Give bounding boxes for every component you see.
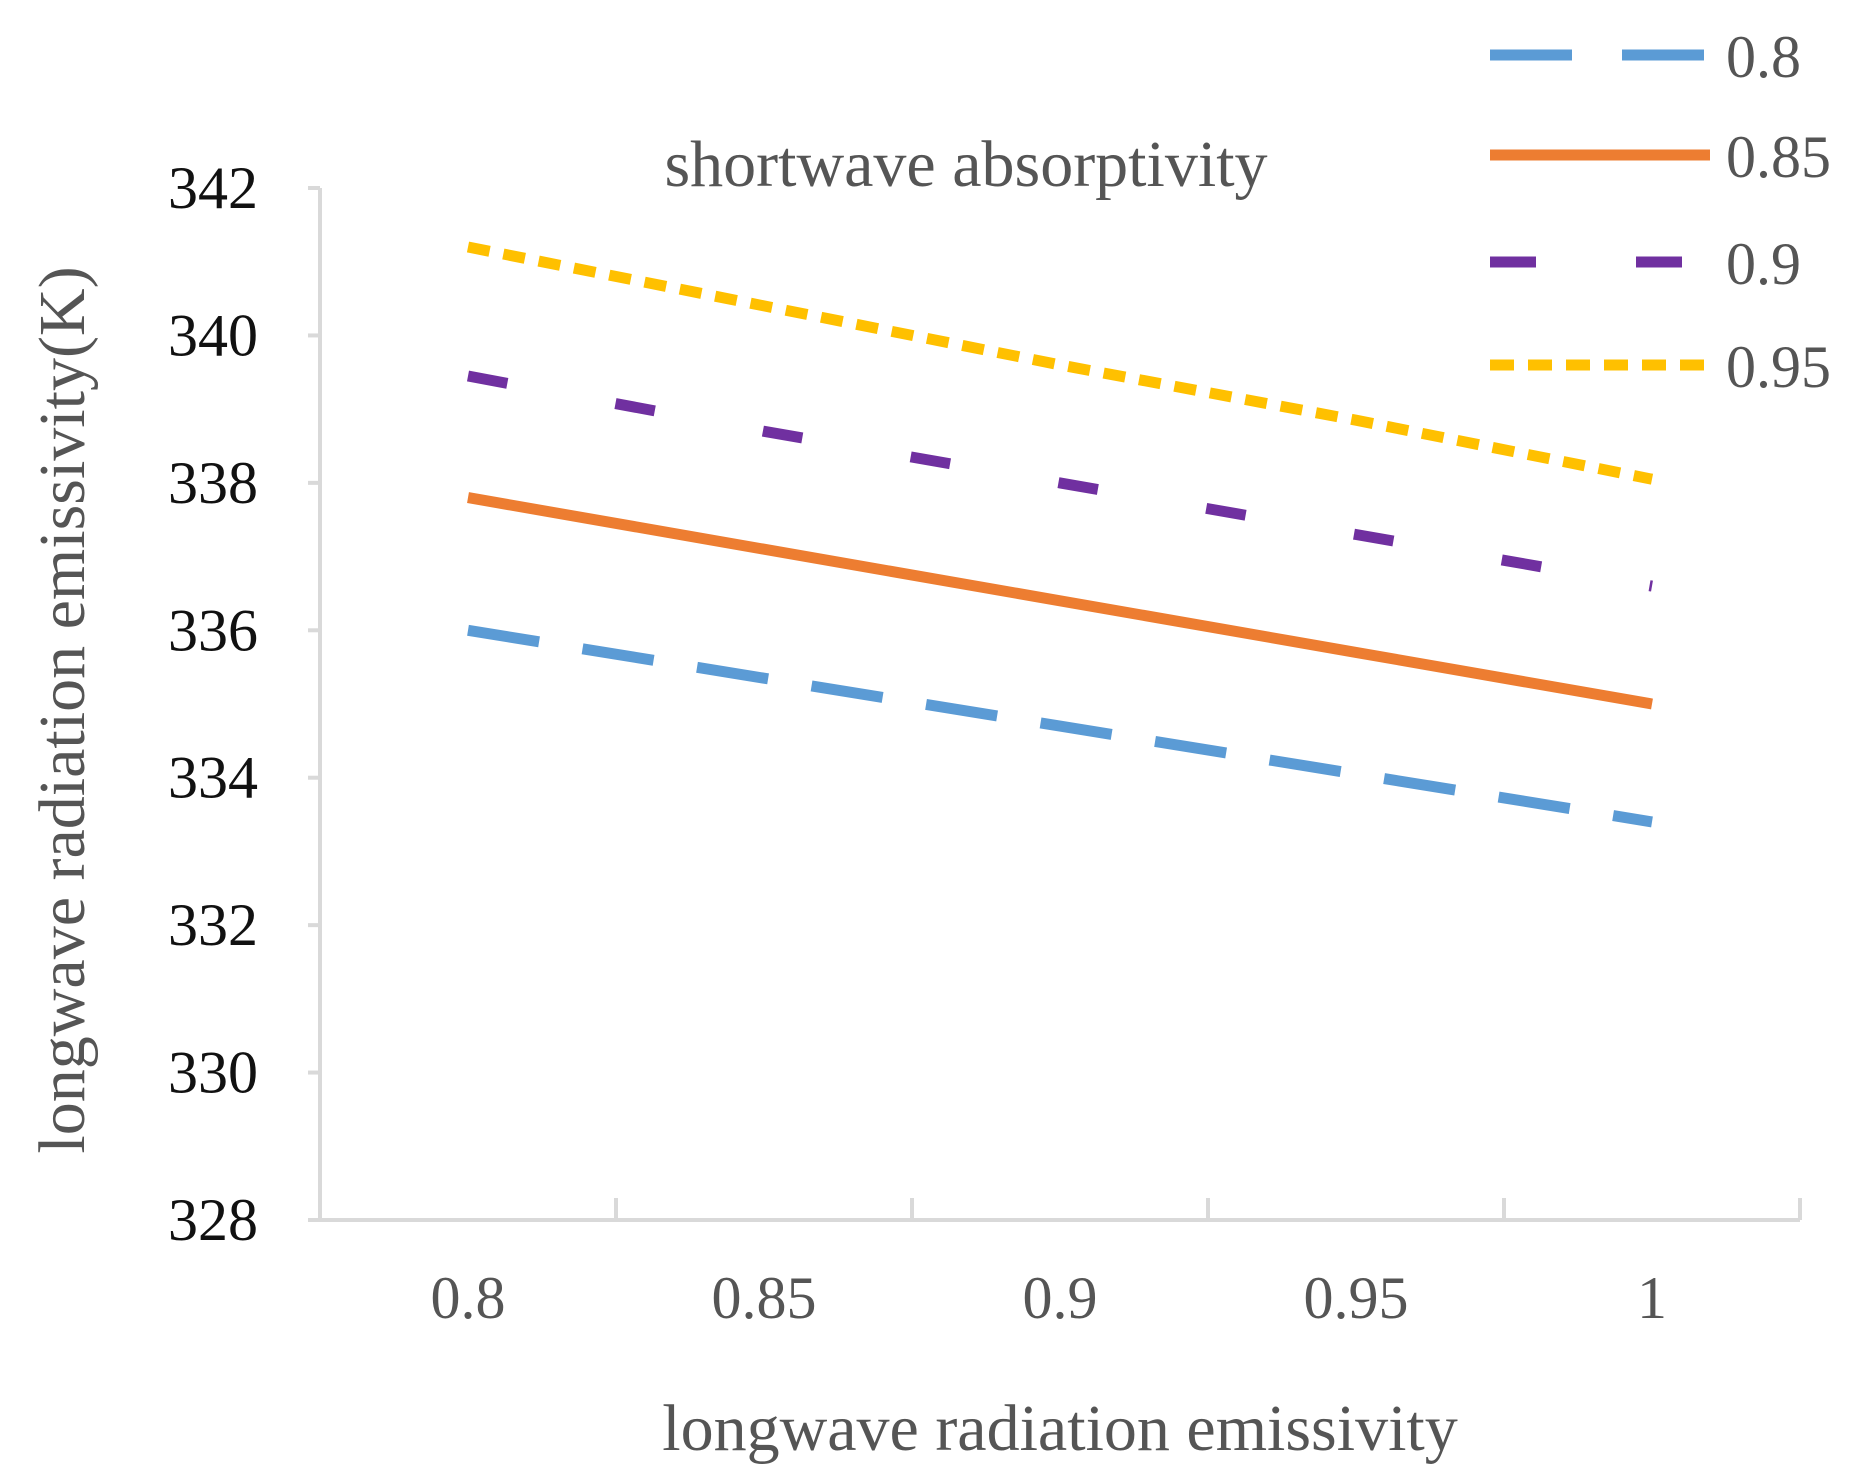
x-axis-title: longwave radiation emissivity — [662, 1392, 1458, 1465]
y-tick-label: 328 — [168, 1187, 258, 1253]
y-tick-label: 332 — [168, 892, 258, 958]
series-line-0-95 — [466, 241, 1654, 485]
series-line-0-85 — [467, 492, 1653, 710]
legend-label: 0.9 — [1726, 231, 1801, 297]
y-tick-label: 338 — [168, 450, 258, 516]
x-tick-label: 1 — [1637, 1265, 1667, 1331]
x-tick-label: 0.85 — [712, 1265, 817, 1331]
y-tick-label: 330 — [168, 1040, 258, 1106]
x-tick-label: 0.95 — [1304, 1265, 1409, 1331]
x-tick-label: 0.8 — [431, 1265, 506, 1331]
legend-title: shortwave absorptivity — [664, 128, 1267, 201]
series-line-0-8 — [467, 624, 1653, 828]
legend: shortwave absorptivity 0.8 0.85 0.9 0.95 — [664, 24, 1831, 400]
legend-label: 0.95 — [1726, 334, 1831, 400]
series-line-0-9 — [466, 370, 1653, 592]
x-tick-label: 0.9 — [1023, 1265, 1098, 1331]
legend-label: 0.85 — [1726, 124, 1831, 190]
y-tick-label: 334 — [168, 745, 258, 811]
y-tick-label: 336 — [168, 597, 258, 663]
series-layer — [466, 241, 1654, 828]
y-tick-label: 342 — [168, 155, 258, 221]
y-tick-label: 340 — [168, 302, 258, 368]
legend-label: 0.8 — [1726, 24, 1801, 90]
axes: 328 330 332 334 336 338 340 342 0.8 0.85 0.9 0.95 1 — [168, 155, 1802, 1331]
y-axis-title: longwave radiation emissivity(K) — [26, 266, 99, 1153]
